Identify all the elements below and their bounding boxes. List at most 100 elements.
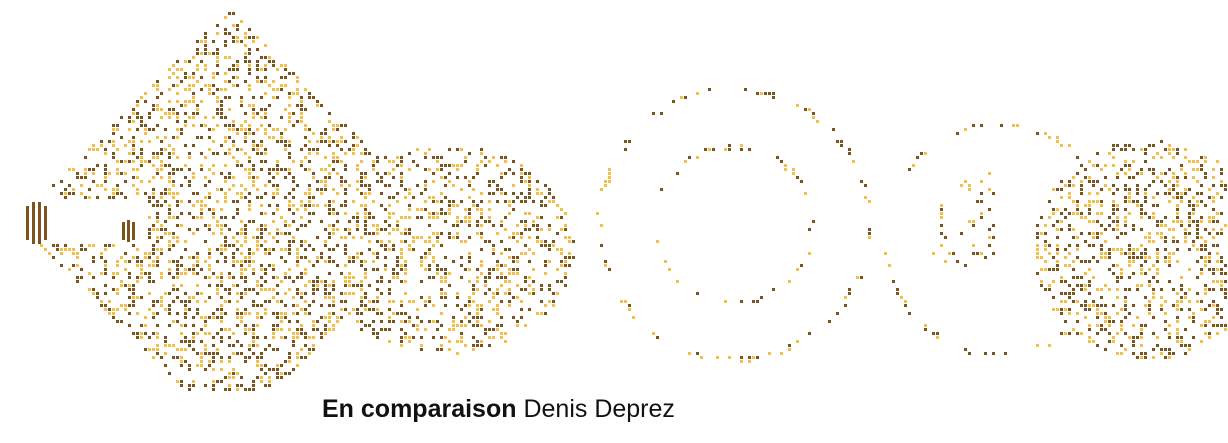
cell — [608, 172, 611, 175]
cell — [1104, 328, 1107, 331]
cell — [304, 88, 307, 91]
cell — [452, 184, 455, 187]
cell — [1056, 228, 1059, 231]
cell — [1212, 220, 1215, 223]
cell — [228, 328, 231, 331]
cell — [464, 316, 467, 319]
cell — [236, 164, 239, 167]
cell — [252, 144, 255, 147]
cell — [344, 252, 347, 255]
cell — [204, 68, 207, 71]
cell — [132, 284, 135, 287]
cell — [652, 112, 655, 115]
cell — [448, 348, 451, 351]
cell — [372, 332, 375, 335]
cell — [372, 168, 375, 171]
cell — [432, 304, 435, 307]
cell — [300, 120, 303, 123]
cell — [276, 300, 279, 303]
cell — [304, 272, 307, 275]
cell — [272, 96, 275, 99]
cell — [296, 104, 299, 107]
cell — [168, 112, 171, 115]
cell — [188, 344, 191, 347]
cell — [160, 272, 163, 275]
cell — [628, 140, 631, 143]
cell — [1060, 300, 1063, 303]
cell — [464, 304, 467, 307]
cell — [244, 308, 247, 311]
cell — [196, 272, 199, 275]
cell — [1140, 256, 1143, 259]
cell — [236, 388, 239, 391]
cell — [328, 304, 331, 307]
cell — [284, 224, 287, 227]
cell — [1132, 324, 1135, 327]
cell — [1088, 220, 1091, 223]
cell — [1212, 324, 1215, 327]
cell — [1140, 172, 1143, 175]
cell — [280, 256, 283, 259]
cell — [264, 108, 267, 111]
cell — [408, 188, 411, 191]
cell — [152, 312, 155, 315]
cell — [204, 176, 207, 179]
cell — [332, 324, 335, 327]
cell — [328, 140, 331, 143]
cell — [1096, 312, 1099, 315]
cell — [264, 212, 267, 215]
cell — [272, 80, 275, 83]
cell — [360, 236, 363, 239]
cell — [1208, 232, 1211, 235]
cell — [116, 320, 119, 323]
cell — [240, 264, 243, 267]
cell — [352, 276, 355, 279]
cell — [400, 280, 403, 283]
cell — [108, 312, 111, 315]
cell — [120, 320, 123, 323]
cell — [136, 296, 139, 299]
cell — [1080, 184, 1083, 187]
cell — [488, 328, 491, 331]
cell — [172, 72, 175, 75]
cell — [1112, 228, 1115, 231]
cell — [244, 224, 247, 227]
cell — [400, 160, 403, 163]
cell — [568, 256, 571, 259]
cell — [1088, 340, 1091, 343]
cell — [272, 264, 275, 267]
cell — [140, 264, 143, 267]
cell — [276, 184, 279, 187]
cell — [424, 200, 427, 203]
cell — [1092, 300, 1095, 303]
cell — [1104, 316, 1107, 319]
cell — [444, 292, 447, 295]
cell — [476, 224, 479, 227]
cell — [232, 144, 235, 147]
cell — [1100, 296, 1103, 299]
cell — [1172, 228, 1175, 231]
cell — [828, 320, 831, 323]
cell — [272, 332, 275, 335]
cell — [244, 120, 247, 123]
cell — [452, 320, 455, 323]
cell — [184, 144, 187, 147]
cell — [72, 252, 75, 255]
cell — [1140, 324, 1143, 327]
cell — [288, 268, 291, 271]
cell — [1076, 156, 1079, 159]
cell — [324, 316, 327, 319]
cell — [1200, 340, 1203, 343]
cell — [1204, 308, 1207, 311]
cell — [300, 100, 303, 103]
cell — [104, 248, 107, 251]
cell — [228, 388, 231, 391]
cell — [364, 196, 367, 199]
cell — [1048, 136, 1051, 139]
cell — [476, 304, 479, 307]
cell — [168, 152, 171, 155]
cell — [1168, 352, 1171, 355]
cell — [412, 240, 415, 243]
cell — [332, 288, 335, 291]
cell — [308, 192, 311, 195]
